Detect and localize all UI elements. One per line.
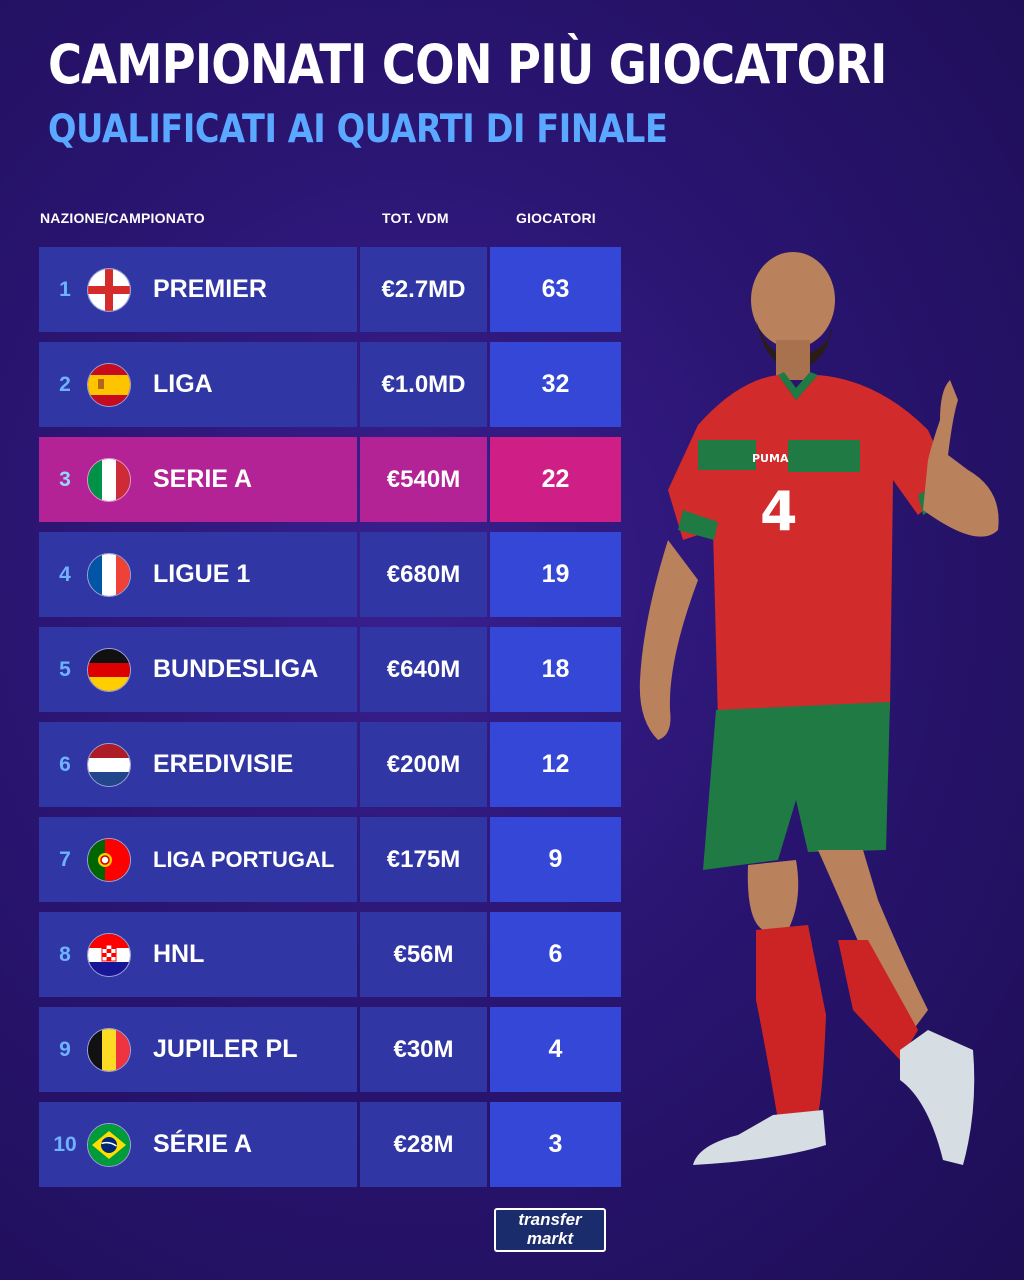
players-count: 22	[541, 465, 570, 493]
column-header-value: TOT. VDM	[382, 210, 449, 226]
rank: 1	[59, 278, 71, 301]
rank: 10	[53, 1133, 77, 1156]
league-name: PREMIER	[153, 275, 267, 303]
rank: 3	[59, 468, 71, 491]
total-value: €30M	[393, 1036, 454, 1063]
total-value: €2.7MD	[381, 276, 466, 303]
table-row: 2 LIGA €1.0MD 32	[39, 342, 621, 427]
players-count: 18	[541, 655, 570, 683]
shirt-number: 4	[760, 480, 798, 543]
table-row: 4 LIGUE 1 €680M 19	[39, 532, 621, 617]
rank: 5	[59, 658, 71, 681]
total-value: €640M	[386, 656, 461, 683]
league-name: LIGA PORTUGAL	[153, 847, 335, 872]
page-subtitle: QUALIFICATI AI QUARTI DI FINALE	[48, 107, 668, 152]
table-row: 7 LIGA PORTUGAL €175M 9	[39, 817, 621, 902]
table-row: 10 SÉRIE A €28M 3	[39, 1102, 621, 1187]
players-count: 19	[541, 560, 570, 588]
players-count: 9	[548, 845, 563, 873]
rank: 8	[59, 943, 71, 966]
league-name: SERIE A	[153, 465, 253, 493]
players-count: 3	[548, 1130, 563, 1158]
rank: 7	[59, 848, 71, 871]
logo-line-2: markt	[526, 1229, 574, 1248]
total-value: €200M	[386, 751, 461, 778]
total-value: €540M	[386, 466, 461, 493]
league-name: LIGA	[153, 370, 213, 398]
table-row: 5 BUNDESLIGA €640M 18	[39, 627, 621, 712]
england-flag-icon	[87, 268, 131, 312]
total-value: €1.0MD	[381, 371, 466, 398]
rank: 4	[59, 563, 71, 586]
total-value: €680M	[386, 561, 461, 588]
table-row-highlighted: 3 SERIE A €540M 22	[39, 437, 621, 522]
players-count: 32	[541, 370, 570, 398]
column-header-nation: NAZIONE/CAMPIONATO	[40, 210, 205, 226]
rank: 6	[59, 753, 71, 776]
table-row: 6 EREDIVISIE €200M 12	[39, 722, 621, 807]
players-count: 63	[541, 275, 570, 303]
players-count: 12	[541, 750, 570, 778]
rank: 9	[59, 1038, 71, 1061]
rank: 2	[59, 373, 71, 396]
league-name: SÉRIE A	[153, 1130, 253, 1158]
croatia-flag-icon	[87, 933, 131, 977]
page-title: CAMPIONATI CON PIÙ GIOCATORI	[48, 33, 887, 96]
spain-flag-icon	[87, 363, 131, 407]
italy-flag-icon	[87, 458, 131, 502]
players-count: 4	[548, 1035, 563, 1063]
transfermarkt-logo: transfer markt	[494, 1208, 606, 1252]
column-header-players: GIOCATORI	[516, 210, 596, 226]
netherlands-flag-icon	[87, 743, 131, 787]
kit-brand-label: PUMA	[752, 452, 789, 465]
league-table: 1 PREMIER €2.7MD 63 2 LIGA €1.0MD 32 3 S…	[39, 247, 621, 1197]
table-row: 1 PREMIER €2.7MD 63	[39, 247, 621, 332]
players-count: 6	[548, 940, 563, 968]
league-name: HNL	[153, 940, 205, 968]
germany-flag-icon	[87, 648, 131, 692]
league-name: EREDIVISIE	[153, 750, 294, 778]
france-flag-icon	[87, 553, 131, 597]
total-value: €175M	[386, 846, 461, 873]
player-photo: 4 PUMA	[639, 252, 999, 1165]
table-row: 9 JUPILER PL €30M 4	[39, 1007, 621, 1092]
portugal-flag-icon	[87, 838, 131, 882]
brazil-flag-icon	[87, 1123, 131, 1167]
league-name: BUNDESLIGA	[153, 655, 319, 683]
logo-line-1: transfer	[518, 1210, 582, 1229]
table-row: 8 HNL €56M 6	[39, 912, 621, 997]
total-value: €28M	[393, 1131, 454, 1158]
belgium-flag-icon	[87, 1028, 131, 1072]
league-name: JUPILER PL	[153, 1035, 298, 1063]
total-value: €56M	[393, 941, 454, 968]
league-name: LIGUE 1	[153, 560, 251, 588]
